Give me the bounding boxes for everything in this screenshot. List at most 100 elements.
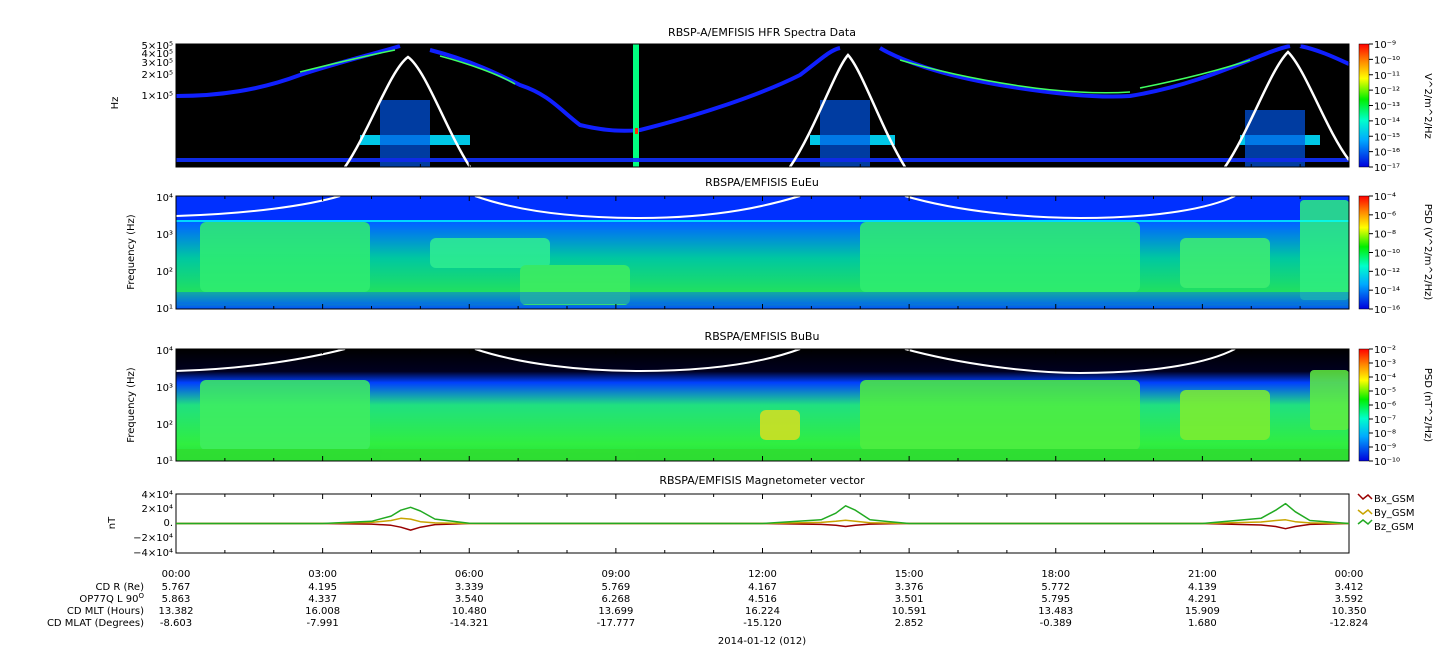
- ephemeris-value: 3.540: [455, 594, 484, 605]
- panel1-ytick: 2×10⁵: [142, 70, 173, 81]
- panel1-bg: [176, 44, 1349, 167]
- colorbar3-label: PSD (nT^2/Hz): [1422, 368, 1433, 442]
- series-line-bx-gsm: [176, 522, 1350, 531]
- panel1-band-green: [299, 49, 1251, 94]
- panel1-spike-core: [635, 128, 638, 134]
- legend-bx-swatch: [1357, 493, 1373, 501]
- colorbar2-bar: [1358, 195, 1370, 310]
- panel3-ytick: 10⁴: [156, 346, 173, 357]
- ephemeris-value: 3.339: [455, 582, 484, 593]
- x-tick-label: 03:00: [308, 569, 337, 580]
- panel4-lines: [176, 502, 1350, 531]
- ephemeris-value: 16.008: [305, 606, 340, 617]
- panel3-bubu: Frequency (Hz) 10⁴ 10³ 10² 10¹: [126, 346, 1350, 467]
- colorbar-tick-label: 10⁻⁶: [1374, 401, 1396, 412]
- panel4-title: RBSPA/EMFISIS Magnetometer vector: [659, 474, 865, 487]
- panel2-eueu: Frequency (Hz) 10⁴ 10³ 10² 10¹: [126, 193, 1350, 315]
- ephemeris-value: 5.795: [1041, 594, 1070, 605]
- ephemeris-value: 10.480: [452, 606, 487, 617]
- colorbar2-ticks: 10⁻⁴ 10⁻⁶ 10⁻⁸ 10⁻¹⁰ 10⁻¹² 10⁻¹⁴ 10⁻¹⁶: [1369, 192, 1400, 316]
- ephemeris-value: -0.389: [1040, 618, 1072, 629]
- panel3-white-curve: [175, 348, 1236, 375]
- colorbar-tick-label: 10⁻¹⁴: [1374, 117, 1400, 128]
- panel2-ytick: 10¹: [156, 304, 173, 315]
- ephemeris-value: 5.863: [162, 594, 191, 605]
- panel1-ytick: 4×10⁵: [142, 49, 173, 60]
- colorbar-tick-label: 10⁻⁶: [1374, 211, 1396, 222]
- panel4-ylabel: nT: [107, 516, 118, 529]
- panel3-blob: [200, 380, 370, 450]
- colorbar-tick-label: 10⁻¹³: [1374, 102, 1400, 113]
- panel4-legend: Bx_GSM By_GSM Bz_GSM: [1357, 493, 1415, 533]
- panel2-blob: [1300, 200, 1349, 300]
- ephemeris-table: CD R (Re) 5.767 4.195 3.339 5.769 4.167 3.376 5…: [47, 582, 1368, 629]
- panel4-ytick: 0.: [163, 518, 173, 529]
- ephemeris-value: -8.603: [160, 618, 192, 629]
- panel4-mag: nT 4×10⁴ 2×10⁴ 0. −2×10⁴ −4×10⁴ Bx_GSM B…: [107, 490, 1415, 559]
- panel2-ylabel: Frequency (Hz): [126, 214, 137, 290]
- colorbar-tick-label: 10⁻¹⁰: [1374, 249, 1400, 260]
- ephemeris-value: 5.767: [162, 582, 191, 593]
- panel1-white-curve: [343, 50, 1350, 168]
- ephemeris-value: 16.224: [745, 606, 780, 617]
- panel2-ytick: 10³: [156, 230, 173, 241]
- ephemeris-value: -17.777: [597, 618, 636, 629]
- colorbar-tick-label: 10⁻⁷: [1374, 415, 1396, 426]
- panel3-blob: [1310, 370, 1349, 430]
- panel4-ytick: −2×10⁴: [133, 533, 173, 544]
- panel1-ytick: 5×10⁵: [142, 41, 173, 52]
- ephemeris-label: OP77Q L 90O: [79, 592, 144, 605]
- ephemeris-value: 13.382: [159, 606, 194, 617]
- panel2-blob: [520, 265, 630, 305]
- legend-by-label: By_GSM: [1374, 508, 1415, 519]
- series-line-bz-gsm: [176, 502, 1350, 525]
- panel1-bursts: [176, 100, 1349, 167]
- panel2-blob: [1180, 238, 1270, 288]
- colorbar1-ticks: 10⁻⁹ 10⁻¹⁰ 10⁻¹¹ 10⁻¹² 10⁻¹³ 10⁻¹⁴ 10⁻¹⁵ 10⁻¹⁶ 1…: [1369, 40, 1400, 174]
- ephemeris-value: 13.699: [598, 606, 633, 617]
- x-tick-label: 15:00: [895, 569, 924, 580]
- x-tick-label: 06:00: [455, 569, 484, 580]
- ephemeris-value: -15.120: [743, 618, 782, 629]
- ephemeris-value: 4.195: [308, 582, 337, 593]
- panel3-blob: [860, 380, 1140, 450]
- x-tick-label: 18:00: [1041, 569, 1070, 580]
- ephemeris-value: 4.167: [748, 582, 777, 593]
- ephemeris-value: 6.268: [602, 594, 631, 605]
- ephemeris-label: CD MLT (Hours): [67, 606, 144, 617]
- x-tick-label: 00:00: [162, 569, 191, 580]
- x-axis-ticks: [175, 44, 1350, 553]
- x-tick-label: 00:00: [1335, 569, 1364, 580]
- ephemeris-value: 4.337: [308, 594, 337, 605]
- panel3-ytick: 10²: [156, 420, 173, 431]
- ephemeris-value: 5.772: [1041, 582, 1070, 593]
- panel2-ytick: 10²: [156, 267, 173, 278]
- x-tick-label: 12:00: [748, 569, 777, 580]
- ephemeris-value: -7.991: [307, 618, 339, 629]
- panel3-title: RBSPA/EMFISIS BuBu: [705, 330, 820, 343]
- colorbar-tick-label: 10⁻¹⁰: [1374, 457, 1400, 468]
- x-axis-labels: 00:00 03:00 06:00 09:00 12:00 15:00 18:00 21:00…: [162, 569, 1364, 580]
- colorbar-tick-label: 10⁻¹⁴: [1374, 286, 1400, 297]
- x-tick-label: 21:00: [1188, 569, 1217, 580]
- panel2-blob: [176, 292, 1349, 304]
- x-tick-label: 09:00: [601, 569, 630, 580]
- panel2-blob: [860, 222, 1140, 292]
- series-line-by-gsm: [176, 517, 1350, 525]
- panel2-ytick: 10⁴: [156, 193, 173, 204]
- ephemeris-value: 3.376: [895, 582, 924, 593]
- colorbar-tick-label: 10⁻²: [1374, 345, 1396, 356]
- colorbar1: 10⁻⁹ 10⁻¹⁰ 10⁻¹¹ 10⁻¹² 10⁻¹³ 10⁻¹⁴ 10⁻¹⁵ 10⁻¹⁶ 1…: [1358, 40, 1433, 174]
- panel3-blob: [1180, 390, 1270, 440]
- ephemeris-value: -14.321: [450, 618, 489, 629]
- ephemeris-value: 10.350: [1332, 606, 1367, 617]
- panel3-ylabel: Frequency (Hz): [126, 367, 137, 443]
- panel3-blob: [760, 410, 800, 440]
- ephemeris-label: CD MLAT (Degrees): [47, 618, 144, 629]
- panel4-ytick: 4×10⁴: [142, 490, 173, 501]
- ephemeris-value: -12.824: [1330, 618, 1369, 629]
- colorbar1-label: V^2/m^2/Hz: [1422, 73, 1433, 139]
- colorbar2-label: PSD (V^2/m^2/Hz): [1422, 204, 1433, 301]
- colorbar-tick-label: 10⁻⁴: [1374, 373, 1396, 384]
- panel1-spike: [633, 44, 639, 167]
